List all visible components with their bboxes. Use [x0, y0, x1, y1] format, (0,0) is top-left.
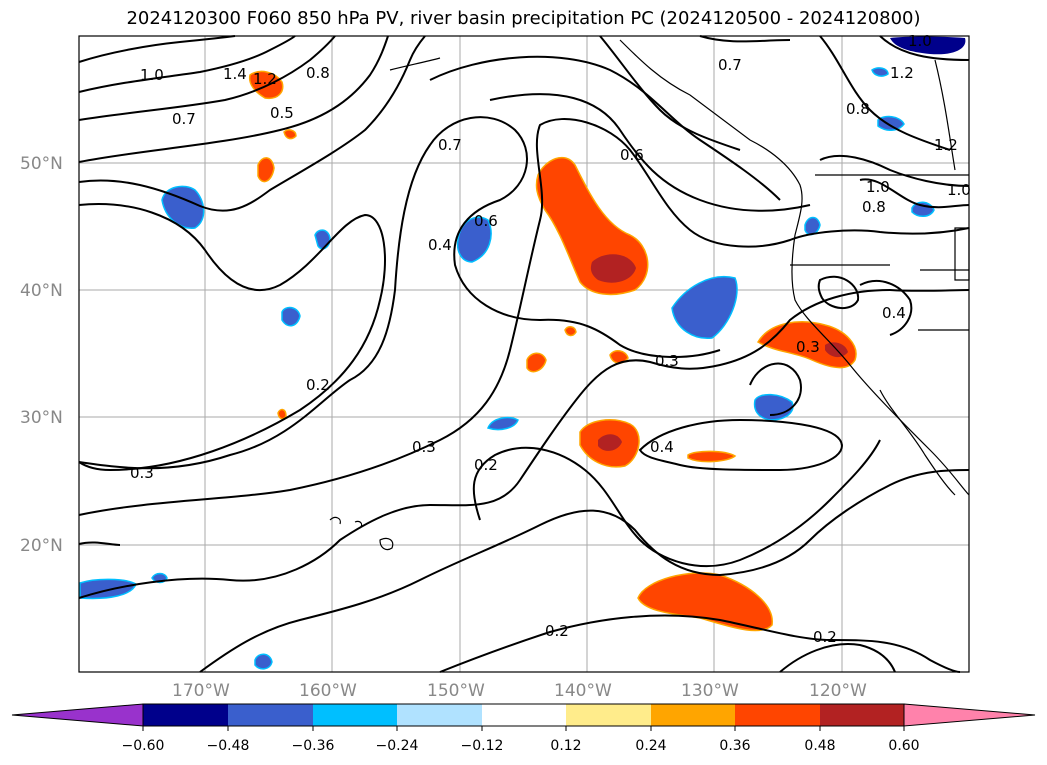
latitude-labels: 50°N 40°N 30°N 20°N [20, 154, 63, 556]
colorbar-segment [651, 704, 735, 726]
contour-labels: 1.0 1.4 1.2 0.8 0.5 0.7 0.7 0.6 0.6 0.4 … [130, 32, 971, 646]
colorbar: −0.60 −0.48 −0.36 −0.24 −0.12 0.12 0.24 … [11, 703, 1036, 754]
contour-label: 0.2 [474, 456, 498, 474]
contour-label: 0.4 [650, 438, 674, 456]
contour-label: 0.7 [718, 56, 742, 74]
lon-label: 150°W [427, 681, 485, 701]
colorbar-extend-low [11, 703, 144, 727]
contour-label: 0.4 [428, 236, 452, 254]
lon-label: 120°W [809, 681, 867, 701]
contour-label: 1.0 [908, 32, 932, 50]
colorbar-segment [397, 704, 482, 726]
contour-label: 0.7 [172, 110, 196, 128]
colorbar-tick: −0.12 [461, 738, 504, 754]
contour-label: 0.6 [620, 146, 644, 164]
colorbar-tick: 0.36 [719, 738, 750, 754]
lat-label: 40°N [20, 281, 63, 301]
contour-label: 1.0 [947, 181, 971, 199]
lon-label: 170°W [172, 681, 230, 701]
colorbar-segment [228, 704, 313, 726]
colorbar-tick: 0.60 [888, 738, 919, 754]
contour-label: 0.2 [306, 376, 330, 394]
contour-label: 0.3 [130, 464, 154, 482]
contour-label: 1.0 [866, 178, 890, 196]
colorbar-tick: 0.12 [550, 738, 581, 754]
colorbar-segment [735, 704, 820, 726]
colorbar-segment [143, 704, 228, 726]
contour-label: 1.2 [253, 70, 277, 88]
strong-positive-pc-areas [590, 254, 848, 451]
contour-label: 0.3 [412, 438, 436, 456]
contour-label: 0.3 [655, 352, 679, 370]
colorbar-extend-high [903, 703, 1036, 727]
lon-label: 160°W [299, 681, 357, 701]
contour-label: 0.2 [545, 622, 569, 640]
contour-label: 0.7 [438, 136, 462, 154]
contour-label: 1.4 [223, 65, 247, 83]
colorbar-segment [566, 704, 651, 726]
colorbar-tick: −0.60 [122, 738, 165, 754]
strong-negative-pc-areas [890, 36, 966, 55]
contour-label: 0.8 [862, 198, 886, 216]
lon-label: 140°W [554, 681, 612, 701]
colorbar-segment [482, 704, 566, 726]
contour-label: 0.5 [270, 104, 294, 122]
contour-label: 0.6 [474, 212, 498, 230]
contour-label: 1.0 [140, 66, 164, 84]
contour-label: 0.2 [813, 628, 837, 646]
lat-label: 30°N [20, 408, 63, 428]
colorbar-tick: −0.48 [207, 738, 250, 754]
colorbar-segment [820, 704, 904, 726]
contour-label: 0.4 [882, 304, 906, 322]
longitude-labels: 170°W 160°W 150°W 140°W 130°W 120°W [172, 681, 867, 701]
colorbar-tick: −0.36 [292, 738, 335, 754]
map-border [78, 35, 970, 673]
lon-label: 130°W [681, 681, 739, 701]
pv-contours [78, 35, 970, 673]
contour-label: 0.8 [306, 64, 330, 82]
colorbar-tick: −0.24 [376, 738, 419, 754]
contour-label: 0.3 [796, 338, 820, 356]
coastlines [329, 39, 970, 551]
lat-label: 20°N [20, 536, 63, 556]
colorbar-tick: 0.24 [635, 738, 666, 754]
colorbar-tick: 0.48 [804, 738, 835, 754]
contour-label: 1.2 [890, 64, 914, 82]
contour-label: 1.2 [934, 136, 958, 154]
contour-label: 0.8 [846, 100, 870, 118]
lat-label: 50°N [20, 154, 63, 174]
map-title: 2024120300 F060 850 hPa PV, river basin … [126, 8, 921, 29]
colorbar-segment [313, 704, 397, 726]
